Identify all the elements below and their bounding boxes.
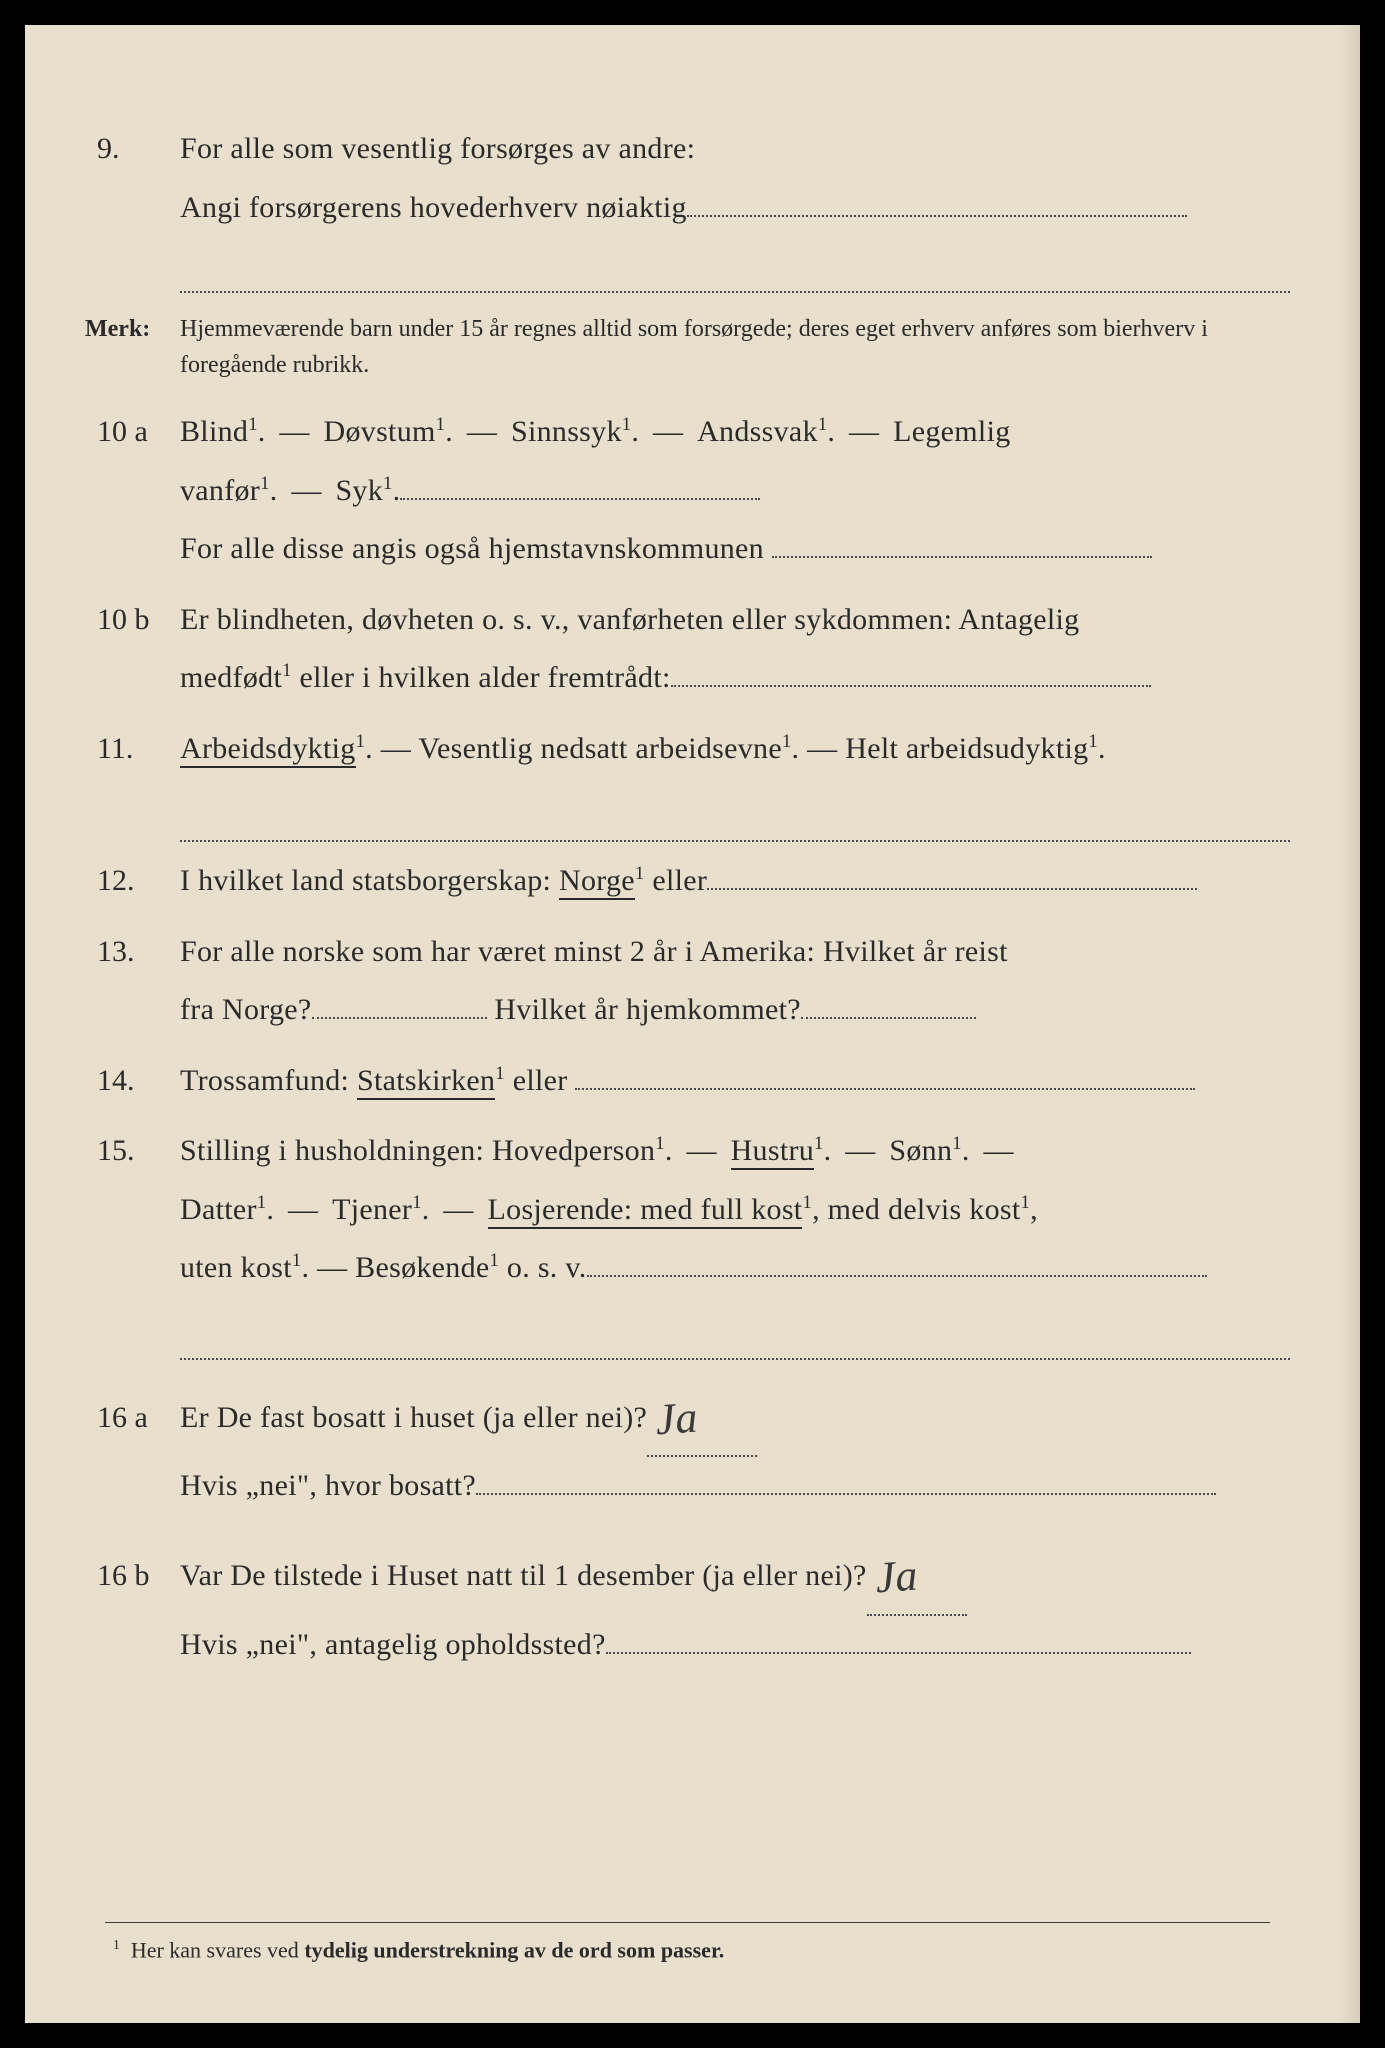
q10a-opt-syk: Syk	[335, 474, 383, 507]
q16b-answer-field[interactable]: Ja	[867, 1528, 967, 1616]
q9-text: For alle som vesentlig forsørges av andr…	[180, 120, 1290, 237]
q15-text: Stilling i husholdningen: Hovedperson1. …	[180, 1122, 1290, 1298]
question-11: 11. Arbeidsdyktig1. — Vesentlig nedsatt …	[85, 720, 1290, 779]
q15-i: . — Besøkende	[301, 1251, 489, 1284]
footnote-area: 1 Her kan svares ved tydelig understrekn…	[85, 1922, 1290, 1963]
q10b-blank[interactable]	[671, 685, 1151, 687]
q14-opt-statskirken: Statskirken	[357, 1064, 495, 1100]
q11-text: Arbeidsdyktig1. — Vesentlig nedsatt arbe…	[180, 720, 1290, 779]
q12-text: I hvilket land statsborgerskap: Norge1 e…	[180, 852, 1290, 911]
q9-line1: For alle som vesentlig forsørges av andr…	[180, 132, 695, 165]
q13-line1: For alle norske som har været minst 2 år…	[180, 935, 1008, 968]
q9-blank-2[interactable]	[180, 249, 1290, 293]
q16a-number: 16 a	[85, 1401, 180, 1435]
question-14: 14. Trossamfund: Statskirken1 eller	[85, 1052, 1290, 1111]
q15-g: , med delvis kost	[812, 1193, 1020, 1226]
q16a-answer-field[interactable]: Ja	[647, 1370, 757, 1458]
q13-blank-2[interactable]	[801, 1017, 976, 1019]
q13-line2b: Hvilket år hjemkommet?	[487, 993, 801, 1026]
q12-b: eller	[645, 864, 708, 897]
merk-text: Hjemmeværende barn under 15 år regnes al…	[180, 311, 1290, 383]
census-form-page: 9. For alle som vesentlig forsørges av a…	[25, 25, 1360, 2023]
footnote-rule	[105, 1922, 1270, 1923]
q16b-number: 16 b	[85, 1559, 180, 1593]
q13-text: For alle norske som har været minst 2 år…	[180, 923, 1290, 1040]
q12-blank[interactable]	[707, 888, 1197, 890]
q16a-text: Er De fast bosatt i huset (ja eller nei)…	[180, 1370, 1290, 1516]
footnote-b: tydelig understrekning av de ord som pas…	[304, 1937, 724, 1962]
q10a-opt-legemlig: Legemlig	[893, 415, 1010, 448]
q15-opt-tjener: Tjener	[332, 1193, 412, 1226]
q15-j: o. s. v.	[499, 1251, 586, 1284]
question-13: 13. For alle norske som har været minst …	[85, 923, 1290, 1040]
q10b-text: Er blindheten, døvheten o. s. v., vanfør…	[180, 591, 1290, 708]
q11-end: . — Helt arbeidsudyktig	[792, 732, 1089, 765]
q16b-blank[interactable]	[606, 1652, 1191, 1654]
q15-opt-datter: Datter	[180, 1193, 257, 1226]
q14-number: 14.	[85, 1064, 180, 1098]
q16b-q: Var De tilstede i Huset natt til 1 desem…	[180, 1559, 867, 1592]
q10a-opt-dovstum: Døvstum	[324, 415, 436, 448]
q13-number: 13.	[85, 935, 180, 969]
q16a-answer: Ja	[653, 1374, 701, 1463]
q15-a: Stilling i husholdningen: Hovedperson	[180, 1134, 655, 1167]
q15-blank-2[interactable]	[180, 1310, 1290, 1360]
q15-number: 15.	[85, 1134, 180, 1168]
q10a-line3: For alle disse angis også hjemstavnskomm…	[180, 532, 764, 565]
q16b-text: Var De tilstede i Huset natt til 1 desem…	[180, 1528, 1290, 1674]
q16a-line2: Hvis „nei", hvor bosatt?	[180, 1469, 476, 1502]
q16a-q: Er De fast bosatt i huset (ja eller nei)…	[180, 1401, 647, 1434]
q10a-opt-blind: Blind	[180, 415, 248, 448]
note-merk: Merk: Hjemmeværende barn under 15 år reg…	[85, 311, 1290, 383]
q14-text: Trossamfund: Statskirken1 eller	[180, 1052, 1290, 1111]
question-9: 9. For alle som vesentlig forsørges av a…	[85, 120, 1290, 237]
q10b-medfodt: medfødt	[180, 661, 282, 694]
q13-blank-1[interactable]	[312, 1017, 487, 1019]
q13-line2a: fra Norge?	[180, 993, 312, 1026]
question-16a: 16 a Er De fast bosatt i huset (ja eller…	[85, 1370, 1290, 1516]
q14-blank[interactable]	[575, 1088, 1195, 1090]
question-16b: 16 b Var De tilstede i Huset natt til 1 …	[85, 1528, 1290, 1674]
q16b-answer: Ja	[872, 1532, 920, 1621]
q14-a: Trossamfund:	[180, 1064, 357, 1097]
q10b-line2b: eller i hvilken alder fremtrådt:	[292, 661, 671, 694]
q16b-line2: Hvis „nei", antagelig opholdssted?	[180, 1628, 606, 1661]
question-15: 15. Stilling i husholdningen: Hovedperso…	[85, 1122, 1290, 1298]
q10a-blank-2[interactable]	[772, 556, 1152, 558]
q10a-text: Blind1. — Døvstum1. — Sinnssyk1. — Andss…	[180, 403, 1290, 579]
q15-opt-hustru: Hustru	[731, 1134, 814, 1170]
page-shadow	[1338, 25, 1360, 2023]
q15-h: uten kost	[180, 1251, 292, 1284]
q10a-opt-andssvak: Andssvak	[697, 415, 818, 448]
q12-a: I hvilket land statsborgerskap:	[180, 864, 559, 897]
q10b-line1: Er blindheten, døvheten o. s. v., vanfør…	[180, 603, 1079, 636]
q15-opt-sonn: Sønn	[889, 1134, 952, 1167]
q12-number: 12.	[85, 864, 180, 898]
question-12: 12. I hvilket land statsborgerskap: Norg…	[85, 852, 1290, 911]
q11-blank[interactable]	[180, 790, 1290, 842]
question-10a: 10 a Blind1. — Døvstum1. — Sinnssyk1. — …	[85, 403, 1290, 579]
q15-blank-1[interactable]	[587, 1275, 1207, 1277]
q14-b: eller	[505, 1064, 568, 1097]
footnote-text: 1 Her kan svares ved tydelig understrekn…	[85, 1937, 1290, 1963]
merk-label: Merk:	[85, 316, 180, 343]
q11-number: 11.	[85, 732, 180, 766]
q12-opt-norge: Norge	[559, 864, 635, 900]
q10a-blank-1[interactable]	[400, 498, 760, 500]
footnote-a: Her kan svares ved	[131, 1937, 305, 1962]
question-10b: 10 b Er blindheten, døvheten o. s. v., v…	[85, 591, 1290, 708]
q10a-number: 10 a	[85, 415, 180, 449]
q9-blank-1[interactable]	[687, 215, 1187, 217]
q9-line2: Angi forsørgerens hovederhverv nøiaktig	[180, 191, 687, 224]
q16a-blank[interactable]	[476, 1493, 1216, 1495]
q10b-number: 10 b	[85, 603, 180, 637]
footnote-marker: 1	[113, 1937, 120, 1952]
q15-opt-losjerende: Losjerende: med full kost	[488, 1193, 803, 1229]
q11-opt-arbeidsdyktig: Arbeidsdyktig	[180, 732, 356, 768]
q10a-opt-vanfor: vanfør	[180, 474, 260, 507]
q11-mid: — Vesentlig nedsatt arbeidsevne	[373, 732, 782, 765]
q9-number: 9.	[85, 132, 180, 166]
q10a-opt-sinnssyk: Sinnssyk	[511, 415, 622, 448]
